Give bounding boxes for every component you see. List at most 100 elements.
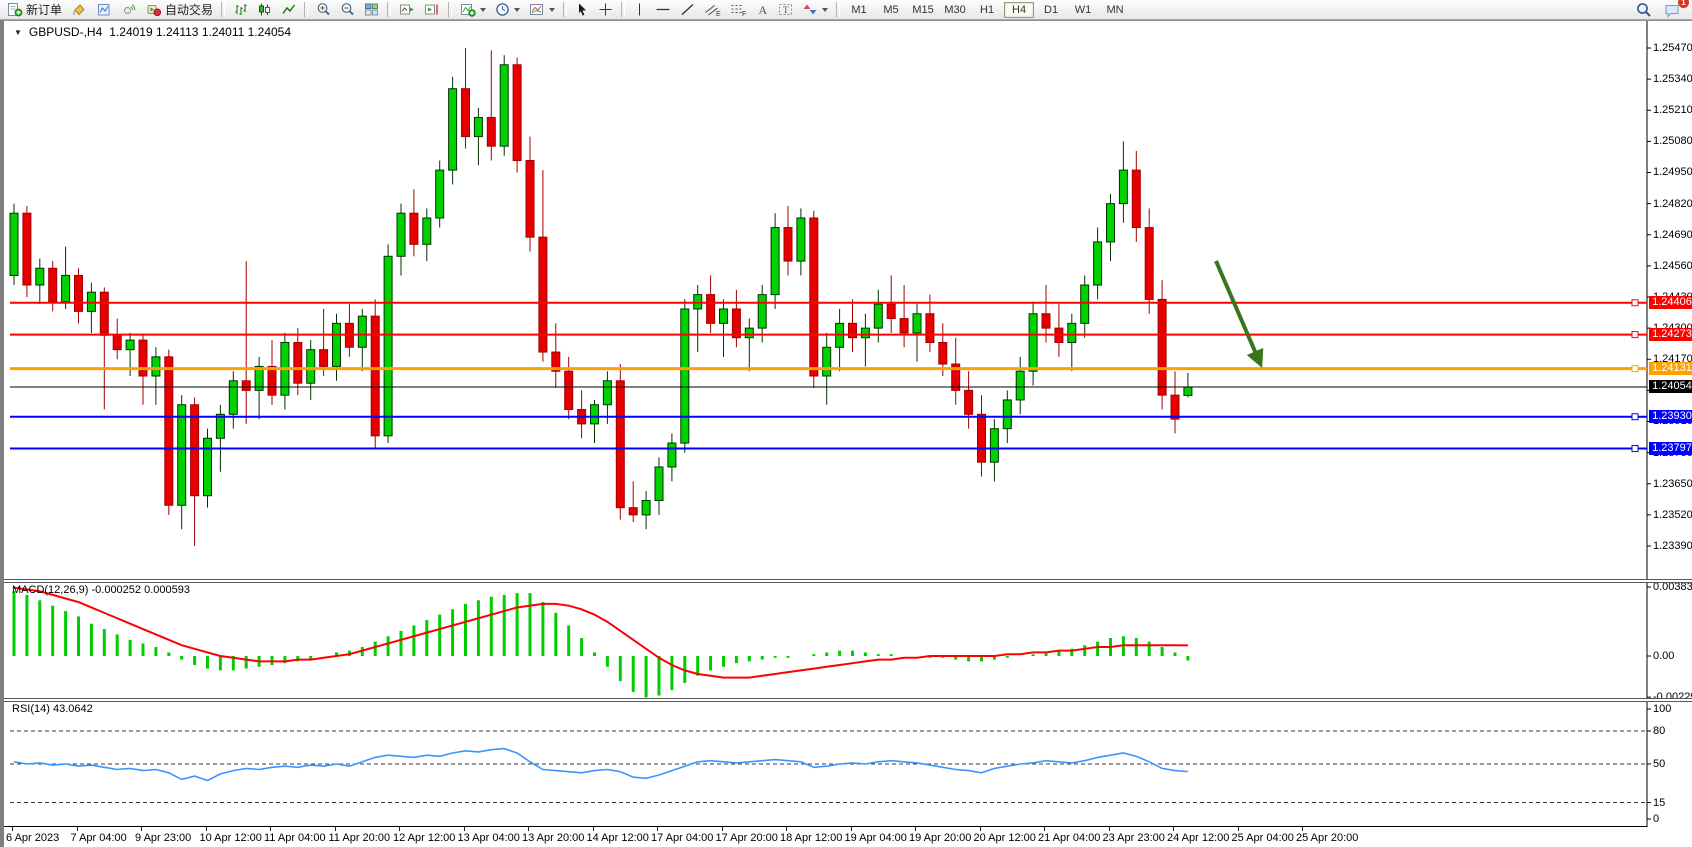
time-tick (141, 827, 142, 831)
time-label: 17 Apr 20:00 (715, 832, 778, 844)
toolbar-separator (387, 2, 392, 17)
vertical-line-icon (639, 3, 641, 16)
timeframe-w1-button[interactable]: W1 (1074, 3, 1092, 16)
search-button[interactable] (1632, 0, 1656, 19)
chart-shift-button[interactable] (420, 0, 444, 19)
level-price-box: 1.24406 (1649, 295, 1692, 309)
timeframe-m15-button[interactable]: M15 (912, 3, 934, 16)
time-tick (721, 827, 723, 831)
indicators-dropdown-caret (480, 7, 487, 12)
horizontal-line-tool-button[interactable] (651, 0, 675, 19)
timeframe-h4-button[interactable]: H4 (1004, 1, 1035, 18)
crosshair-tool-button[interactable] (594, 0, 617, 19)
cursor-icon (579, 3, 587, 16)
chart-title-collapse-icon[interactable]: ▼ (14, 27, 22, 37)
profiles-button[interactable] (92, 0, 116, 19)
auto-trading-icon (147, 5, 162, 17)
timeframe-h1-button[interactable]: H1 (980, 3, 995, 16)
chart-window: ▼ GBPUSD-,H4 1.24019 1.24113 1.24011 1.2… (0, 20, 1692, 847)
time-label: 21 Apr 04:00 (1038, 832, 1101, 844)
macd-axis-label: 0.003839 (1653, 580, 1692, 593)
auto-scroll-button[interactable] (395, 0, 419, 19)
price-tick-label: 1.23390 (1653, 539, 1692, 552)
arrow-objects-icon (803, 4, 817, 15)
timeframe-group: M1 M5 M15 M30 H1 H4 D1 W1 MN (844, 1, 1130, 18)
toolbar-separator (448, 2, 453, 17)
candlestick-icon (259, 3, 271, 16)
line-chart-mode-button[interactable] (277, 0, 300, 19)
arrows-tool-button[interactable] (799, 0, 832, 19)
macd-indicator-label: MACD(12,26,9) -0.000252 0.000593 (12, 584, 190, 596)
crosshair-icon (599, 3, 612, 16)
time-label: 18 Apr 12:00 (780, 832, 843, 844)
sound-signal-button[interactable] (117, 0, 141, 19)
time-tick (1302, 827, 1303, 831)
time-tick (786, 827, 787, 831)
price-tick-label: 1.23520 (1653, 508, 1692, 521)
annotation-arrow-down[interactable] (1214, 260, 1264, 368)
new-order-icon (8, 3, 23, 17)
trendline-tool-button[interactable] (676, 0, 699, 19)
fibonacci-tool-button[interactable]: F (726, 0, 751, 19)
tile-windows-button[interactable] (360, 0, 383, 19)
zoom-out-button[interactable] (336, 0, 359, 19)
macd-axis-label: 0.00 (1653, 650, 1675, 662)
signal-icon (124, 4, 136, 14)
time-label: 17 Apr 04:00 (651, 832, 714, 844)
chat-bubble-icon (1665, 4, 1679, 18)
time-tick (76, 827, 78, 831)
time-tick (334, 827, 336, 831)
time-label: 20 Apr 12:00 (973, 832, 1036, 844)
timeframe-m30-button[interactable]: M30 (944, 3, 966, 16)
current-price-box: 1.24054 (1649, 380, 1692, 394)
new-order-label: 新订单 (26, 3, 63, 17)
macd-pane[interactable] (4, 582, 1692, 698)
new-order-button[interactable]: 新订单 (3, 0, 66, 19)
time-tick (915, 827, 916, 831)
clock-icon (496, 3, 509, 16)
time-tick (979, 827, 981, 831)
time-tick (399, 827, 400, 831)
auto-trading-button[interactable]: 自动交易 (142, 0, 217, 19)
rsi-indicator-label: RSI(14) 43.0642 (12, 703, 93, 715)
tile-windows-icon (365, 3, 379, 16)
channel-tool-button[interactable]: E (700, 0, 725, 19)
rsi-axis-label: 100 (1653, 703, 1672, 715)
vertical-line-tool-button[interactable] (629, 0, 650, 19)
timeframe-mn-button[interactable]: MN (1106, 3, 1124, 16)
price-tick-label: 1.24820 (1653, 197, 1692, 210)
text-tool-button[interactable]: A (752, 0, 773, 19)
level-price-box: 1.23930 (1649, 409, 1692, 423)
auto-trading-label: 自动交易 (165, 3, 214, 17)
zoom-in-button[interactable] (312, 0, 335, 19)
candlestick-mode-button[interactable] (253, 0, 276, 19)
main-chart-pane[interactable] (4, 21, 1692, 579)
time-label: 13 Apr 20:00 (522, 832, 585, 844)
pane-splitter[interactable] (4, 579, 1692, 583)
timeframe-m1-button[interactable]: M1 (851, 3, 867, 16)
price-tick-label: 1.23650 (1653, 477, 1692, 490)
periods-button[interactable] (491, 0, 524, 19)
indicators-button[interactable] (456, 0, 490, 19)
price-tick-label: 1.25080 (1653, 135, 1692, 148)
timeframe-d1-button[interactable]: D1 (1044, 3, 1059, 16)
notifications-button[interactable]: 1 (1660, 0, 1689, 19)
text-icon: A (759, 3, 768, 17)
time-label: 12 Apr 12:00 (393, 832, 456, 844)
rsi-pane[interactable] (4, 701, 1692, 827)
arrows-dropdown-caret (822, 7, 829, 12)
timeframe-m5-button[interactable]: M5 (883, 3, 899, 16)
svg-text:F: F (742, 11, 746, 17)
text-label-tool-button[interactable]: T (774, 0, 798, 19)
time-tick (528, 827, 529, 831)
templates-button[interactable] (525, 0, 559, 19)
cursor-tool-button[interactable] (571, 0, 593, 19)
bar-chart-mode-button[interactable] (229, 0, 252, 19)
notification-badge: 1 (1678, 0, 1689, 8)
styler-button[interactable] (67, 0, 91, 19)
time-axis[interactable]: 6 Apr 2023 7 Apr 04:00 9 Apr 23:00 10 Apr 1… (4, 827, 1692, 847)
svg-text:T: T (783, 5, 789, 15)
svg-text:A: A (759, 3, 768, 17)
pane-splitter[interactable] (4, 698, 1692, 702)
time-tick (850, 827, 852, 831)
